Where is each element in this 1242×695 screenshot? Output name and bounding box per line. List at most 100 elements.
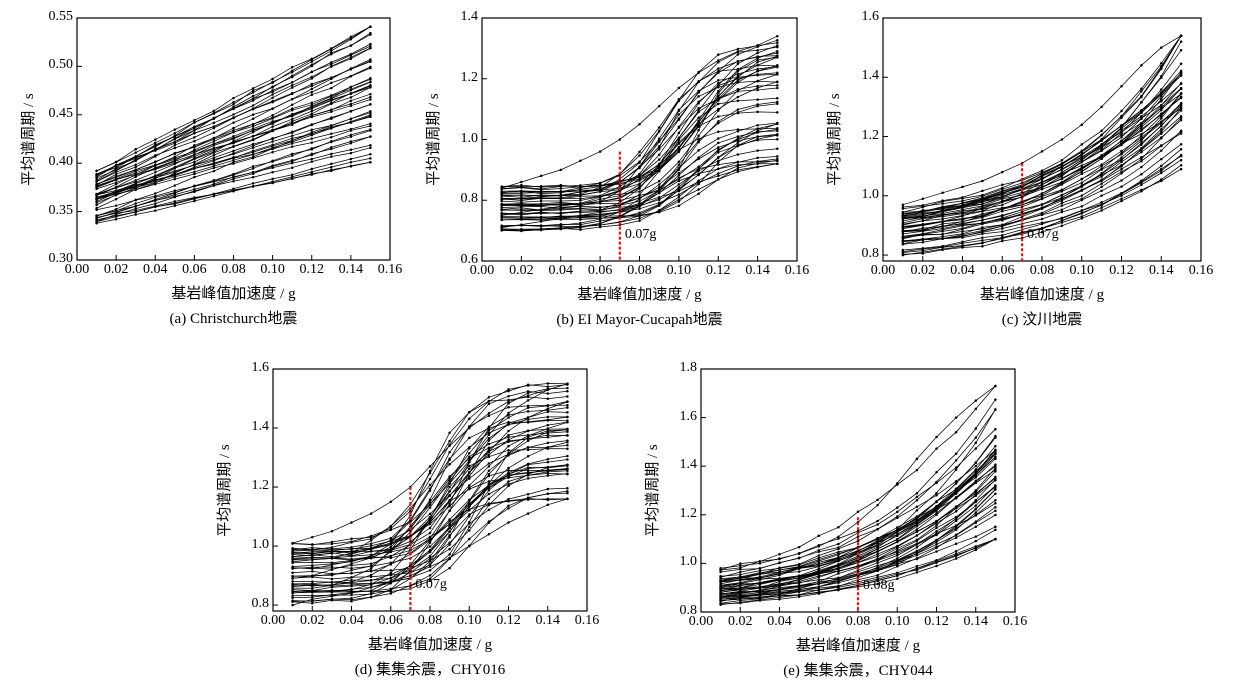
- data-point: [994, 499, 997, 502]
- data-point: [251, 167, 255, 170]
- data-point: [232, 179, 235, 183]
- data-point: [539, 224, 543, 228]
- data-point: [232, 100, 235, 104]
- data-point: [349, 102, 353, 106]
- data-point: [428, 548, 432, 552]
- data-point: [173, 161, 177, 165]
- data-point: [173, 131, 177, 135]
- data-point: [154, 183, 157, 186]
- data-point: [776, 102, 779, 106]
- data-point: [539, 217, 543, 221]
- data-point: [935, 435, 938, 439]
- data-point: [349, 133, 353, 137]
- data-point: [1179, 62, 1183, 65]
- data-point: [428, 516, 432, 520]
- data-point: [677, 200, 681, 203]
- data-point: [941, 217, 944, 221]
- data-point: [1120, 135, 1123, 139]
- data-point: [974, 441, 978, 445]
- data-point: [311, 580, 314, 583]
- data-point: [291, 552, 294, 555]
- data-point: [1100, 201, 1103, 204]
- chart-panel-e: 0.00 0.02 0.04 0.06 0.08 0.10 0.12 0.14 0.16 0.8 1…: [620, 350, 1040, 695]
- data-point: [994, 488, 997, 491]
- data-point: [291, 576, 294, 580]
- data-point: [856, 510, 860, 514]
- data-point: [1060, 224, 1064, 227]
- data-point: [193, 157, 196, 161]
- data-point: [566, 491, 569, 495]
- x-tick-label: 0.14: [535, 613, 561, 628]
- data-point: [251, 125, 255, 128]
- data-point: [546, 498, 550, 502]
- data-point: [173, 200, 177, 203]
- data-point: [539, 196, 543, 200]
- data-point: [154, 138, 157, 141]
- data-point: [310, 109, 314, 113]
- data-point: [1080, 188, 1084, 192]
- data-point: [657, 183, 661, 186]
- data-point: [291, 600, 294, 603]
- data-point: [876, 503, 879, 507]
- data-point: [935, 543, 938, 546]
- data-point: [717, 163, 720, 166]
- data-point: [154, 202, 157, 205]
- data-point: [657, 202, 661, 206]
- data-point: [697, 173, 700, 177]
- data-point: [114, 164, 118, 168]
- data-point: [330, 162, 333, 166]
- data-point: [487, 484, 491, 488]
- data-point: [1040, 227, 1044, 231]
- data-point: [756, 74, 759, 77]
- data-point: [797, 584, 801, 588]
- data-point: [520, 218, 523, 221]
- data-point: [310, 170, 314, 174]
- data-point: [271, 128, 274, 132]
- data-point: [697, 134, 700, 137]
- data-point: [468, 529, 471, 532]
- data-point: [507, 398, 510, 402]
- data-point: [921, 233, 925, 237]
- data-point: [901, 222, 905, 226]
- data-point: [539, 211, 543, 214]
- data-point: [994, 505, 997, 509]
- data-point: [776, 159, 779, 163]
- data-point: [954, 519, 958, 523]
- data-point: [330, 65, 333, 68]
- data-point: [350, 591, 353, 594]
- data-point: [994, 502, 997, 505]
- data-point: [349, 148, 353, 152]
- data-point: [428, 560, 432, 563]
- data-point: [566, 421, 569, 424]
- data-point: [717, 115, 720, 118]
- data-point: [1080, 211, 1084, 214]
- data-point: [468, 544, 471, 547]
- data-point: [598, 181, 602, 185]
- data-point: [271, 122, 274, 125]
- y-tick-label: 0.8: [861, 246, 880, 262]
- data-point: [697, 192, 700, 195]
- x-tick-label: 0.08: [1029, 263, 1055, 278]
- data-point: [212, 164, 216, 168]
- data-point: [428, 550, 432, 554]
- data-point: [638, 166, 641, 169]
- data-point: [797, 552, 801, 555]
- data-point: [1140, 116, 1143, 120]
- data-point: [291, 588, 294, 591]
- data-point: [232, 160, 235, 164]
- data-point: [114, 185, 118, 189]
- threshold-label: 0.07g: [624, 227, 657, 242]
- data-point: [389, 588, 393, 592]
- data-point: [291, 542, 294, 545]
- data-point: [876, 519, 879, 523]
- data-point: [579, 209, 582, 213]
- data-point: [520, 194, 523, 197]
- data-point: [677, 176, 681, 180]
- data-point: [756, 123, 759, 127]
- data-point: [1179, 167, 1183, 171]
- data-point: [212, 156, 216, 159]
- y-tick-label: 1.2: [679, 505, 698, 521]
- data-point: [232, 126, 235, 130]
- data-point: [212, 147, 216, 150]
- data-point: [389, 528, 393, 532]
